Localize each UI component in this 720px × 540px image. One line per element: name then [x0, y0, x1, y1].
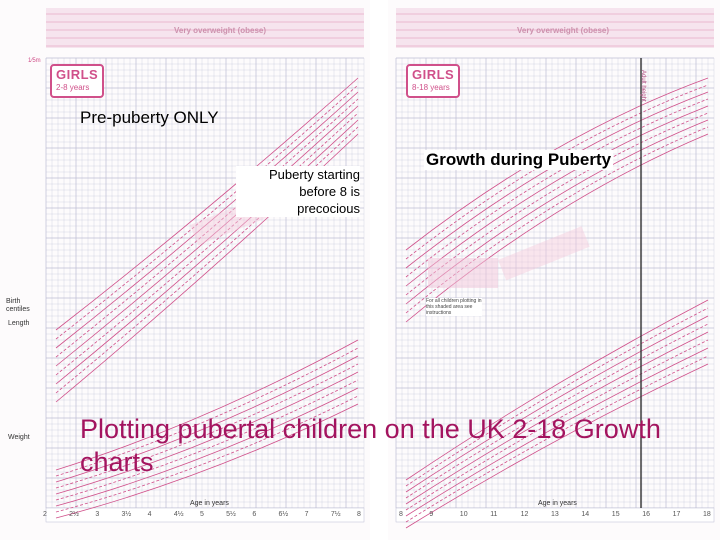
age-strip — [395, 507, 715, 523]
weight-centile-curve — [55, 387, 359, 507]
age-strip — [45, 507, 365, 523]
obese-banner-right: Very overweight (obese) — [516, 26, 610, 35]
weight-centile-curve — [55, 355, 359, 483]
age-tick-label: 17 — [672, 511, 681, 518]
height-centile-curve — [55, 84, 359, 340]
age-axis-label-left: Age in years — [190, 500, 229, 507]
height-centile-curve — [405, 112, 709, 296]
age-tick-label: 13 — [551, 511, 559, 518]
age-tick-label: 3 — [95, 511, 100, 518]
weight-centile-curve — [55, 371, 359, 495]
weight-centile-curve — [55, 379, 359, 501]
age-tick-label: 5 — [200, 511, 204, 518]
weight-centile-curve — [55, 339, 359, 471]
chart-title-box-left: GIRLS 2-8 years — [50, 64, 105, 98]
weight-centile-curve — [55, 403, 359, 519]
weight-centile-curve — [405, 307, 709, 487]
age-tick-label: 9 — [429, 511, 434, 518]
weight-centile-curve — [405, 323, 709, 499]
weight-centile-curve — [55, 363, 359, 489]
adult-height-rule-label: Adult height — [640, 70, 646, 102]
top-band — [46, 8, 364, 48]
unit-label-left: 1⁄5m — [28, 58, 41, 64]
height-centile-curve — [405, 98, 709, 278]
age-tick-label: 5½ — [226, 511, 236, 518]
weight-label: Weight — [8, 434, 30, 441]
top-band — [396, 8, 714, 48]
age-axis-label-right: Age in years — [538, 500, 577, 507]
growth-during-puberty-annotation: Growth during Puberty — [424, 150, 614, 170]
age-tick-label: 18 — [703, 511, 711, 518]
weight-centile-curve — [55, 395, 359, 513]
age-tick-label: 7 — [304, 511, 309, 518]
length-label: Length — [8, 320, 30, 327]
height-centile-curve — [55, 77, 359, 331]
age-tick-label: 6½ — [278, 511, 289, 518]
age-tick-label: 4 — [147, 511, 152, 518]
weight-centile-curve — [405, 299, 709, 481]
chart-title-left: GIRLS — [56, 67, 99, 82]
weight-centile-curve — [405, 355, 709, 523]
height-centile-curve — [405, 133, 709, 323]
chart-grid-left — [45, 8, 365, 523]
age-tick-label: 6 — [252, 511, 257, 518]
prepuberty-annotation: Pre-puberty ONLY — [80, 108, 219, 127]
watermark-band — [497, 226, 590, 281]
slide-title: Plotting pubertal children on the UK 2-1… — [80, 414, 661, 477]
chart-title-box-right: GIRLS 8-18 years — [406, 64, 461, 98]
weight-centile-curve — [405, 315, 709, 493]
age-tick-label: 16 — [642, 511, 650, 518]
chart-grid-right — [395, 8, 715, 529]
age-tick-label: 15 — [611, 511, 620, 518]
age-tick-label: 12 — [520, 511, 529, 518]
obese-banner-left: Very overweight (obese) — [173, 26, 267, 35]
weight-centile-curve — [405, 339, 709, 511]
chart-subtitle-left: 2-8 years — [56, 83, 90, 92]
height-centile-curve — [55, 126, 359, 394]
height-centile-curve — [405, 77, 709, 251]
age-tick-label: 7½ — [330, 511, 341, 518]
weight-centile-curve — [405, 363, 709, 529]
age-tick-label: 2 — [43, 511, 47, 518]
age-tick-label: 2½ — [69, 511, 79, 518]
height-centile-curve — [55, 91, 359, 349]
shaded-area — [428, 258, 498, 288]
shaded-area-note: For all children plotting in this shaded… — [426, 298, 482, 316]
weight-centile-curve — [55, 347, 359, 477]
age-tick-label: 10 — [459, 511, 468, 518]
growth-chart-girls-8-18: Very overweight (obese) GIRLS 8-18 years… — [388, 0, 720, 540]
growth-chart-girls-2-8: Very overweight (obese) GIRLS 2-8 years … — [6, 8, 365, 523]
birth-centiles-label: Birth centiles — [6, 298, 30, 313]
age-tick-label: 3½ — [121, 511, 132, 518]
precocious-puberty-annotation: Puberty starting before 8 is precocious — [236, 166, 360, 217]
age-tick-label: 4½ — [173, 511, 184, 518]
chart-title-right: GIRLS — [412, 67, 455, 82]
weight-centile-curve — [405, 331, 709, 505]
height-centile-curve — [405, 105, 709, 287]
weight-centile-curve — [405, 347, 709, 517]
age-tick-label: 8 — [357, 511, 361, 518]
height-centile-curve — [55, 119, 359, 385]
age-tick-label: 14 — [581, 511, 590, 518]
height-centile-curve — [55, 112, 359, 376]
age-tick-label: 11 — [490, 511, 498, 518]
age-tick-label: 8 — [399, 511, 403, 518]
chart-subtitle-right: 8-18 years — [412, 83, 450, 92]
height-centile-curve — [55, 105, 359, 367]
height-centile-curve — [55, 98, 359, 358]
